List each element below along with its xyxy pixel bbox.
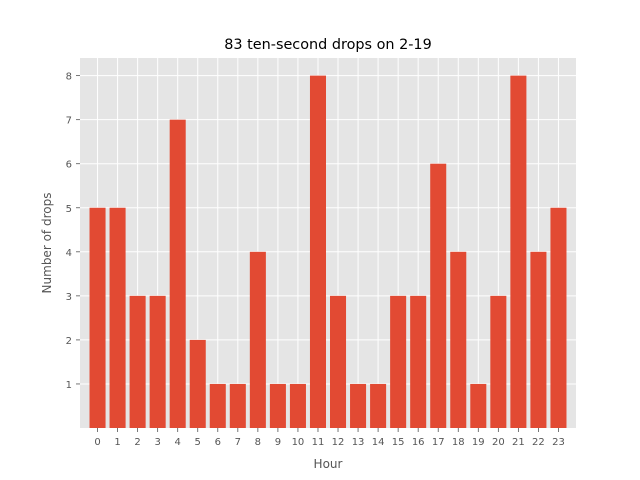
x-tick-label: 4 [175,437,181,448]
y-tick-label: 7 [66,116,72,127]
bar-hour-16 [410,295,427,428]
x-tick-label: 1 [114,437,120,448]
x-tick-label: 8 [255,437,261,448]
y-tick-label: 4 [66,248,72,259]
bar-hour-12 [330,295,347,428]
x-axis-label: Hour [314,457,343,471]
y-tick-label: 2 [66,336,72,347]
bar-hour-3 [149,295,166,428]
y-tick-label: 1 [66,380,72,391]
bar-hour-15 [390,295,407,428]
bar-hour-2 [129,295,146,428]
x-tick-label: 12 [332,437,345,448]
x-tick-label: 14 [372,437,385,448]
x-tick-label: 2 [134,437,140,448]
x-tick-label: 9 [275,437,281,448]
x-tick-label: 0 [94,437,100,448]
y-tick-label: 5 [66,204,72,215]
bar-hour-19 [470,383,487,428]
x-tick-label: 5 [195,437,201,448]
bar-hour-22 [530,251,547,428]
x-tick-label: 16 [412,437,425,448]
x-tick-label: 10 [292,437,305,448]
bar-hour-6 [209,383,226,428]
bar-hour-20 [490,295,507,428]
bar-hour-8 [249,251,266,428]
x-tick-label: 7 [235,437,241,448]
bar-hour-14 [370,383,387,428]
bar-hour-11 [309,75,326,428]
bar-hour-17 [430,163,447,428]
y-tick-label: 3 [66,292,72,303]
x-tick-label: 21 [512,437,525,448]
chart-title: 83 ten-second drops on 2-19 [224,37,432,53]
y-axis-label: Number of drops [40,193,54,294]
x-tick-label: 6 [215,437,221,448]
x-tick-label: 17 [432,437,445,448]
bars [89,75,567,429]
bar-hour-18 [450,251,467,428]
bar-hour-10 [289,383,306,428]
bar-hour-21 [510,75,527,428]
x-tick-label: 11 [312,437,325,448]
x-tick-label: 15 [392,437,405,448]
x-tick-label: 23 [552,437,565,448]
bar-hour-7 [229,383,246,428]
x-tick-label: 3 [154,437,160,448]
bar-hour-13 [350,383,367,428]
bar-hour-5 [189,339,206,428]
bar-hour-4 [169,119,186,429]
bar-hour-9 [269,383,286,428]
x-tick-label: 20 [492,437,505,448]
bar-hour-1 [109,207,126,428]
y-tick-label: 6 [66,160,72,171]
x-tick-label: 13 [352,437,365,448]
y-tick-label: 8 [66,72,72,83]
x-tick-labels: 0 1 2 3 4 5 6 7 8 9 10 11 12 13 14 15 16 17 18 19 20 21 22 23 [94,428,565,448]
bar-hour-23 [550,207,567,428]
x-tick-label: 18 [452,437,465,448]
y-tick-labels: 1 2 3 4 5 6 7 8 [66,72,80,391]
x-tick-label: 22 [532,437,545,448]
bar-hour-0 [89,207,106,428]
x-tick-label: 19 [472,437,485,448]
